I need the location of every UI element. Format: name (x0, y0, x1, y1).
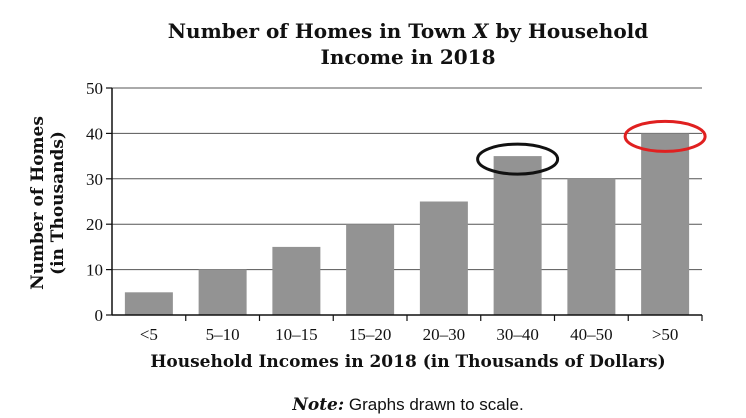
bar (272, 246, 321, 315)
bar (419, 201, 468, 315)
bar (346, 224, 395, 315)
chart-title-part-b: by Household (488, 19, 648, 43)
chart-title-line-1: Number of Homes in Town X by Household (168, 19, 649, 43)
x-tick-label: 15–20 (349, 325, 392, 344)
bar (567, 178, 616, 315)
x-tick-label: >50 (652, 325, 679, 344)
x-tick-label: 40–50 (570, 325, 613, 344)
annotations (476, 119, 707, 176)
bar (198, 269, 247, 315)
y-tick-labels: 0 10 20 30 40 50 (86, 79, 112, 325)
y-tick-label: 50 (86, 79, 103, 98)
chart-title-variable: X (471, 19, 490, 43)
note: Note: Graphs drawn to scale. (291, 395, 523, 415)
annotation-ellipse (623, 119, 707, 153)
y-tick-label: 30 (86, 170, 103, 189)
note-text: Graphs drawn to scale. (344, 395, 524, 414)
bar (493, 156, 542, 315)
y-tick-label: 10 (86, 261, 103, 280)
bar (124, 292, 173, 315)
x-tick-label: 5–10 (206, 325, 240, 344)
x-tick-label: 30–40 (496, 325, 539, 344)
y-axis-label-line-2: (in Thousands) (48, 131, 68, 275)
x-tick-labels: <5 5–10 10–15 15–20 20–30 30–40 40–50 >50 (140, 315, 703, 344)
x-tick-label: 20–30 (423, 325, 466, 344)
bars (124, 133, 690, 315)
x-axis-label: Household Incomes in 2018 (in Thousands … (150, 352, 665, 372)
x-tick-label: <5 (140, 325, 158, 344)
y-axis-label-line-1: Number of Homes (28, 116, 48, 290)
note-label: Note: (291, 395, 344, 415)
y-tick-label: 40 (86, 124, 103, 143)
bar (641, 133, 690, 315)
chart-title-part-a: Number of Homes in Town (168, 19, 473, 43)
y-tick-label: 0 (95, 306, 104, 325)
y-tick-label: 20 (86, 215, 103, 234)
chart-title-line-2: Income in 2018 (320, 45, 495, 69)
annotation-ellipse (476, 142, 560, 176)
x-tick-label: 10–15 (275, 325, 318, 344)
